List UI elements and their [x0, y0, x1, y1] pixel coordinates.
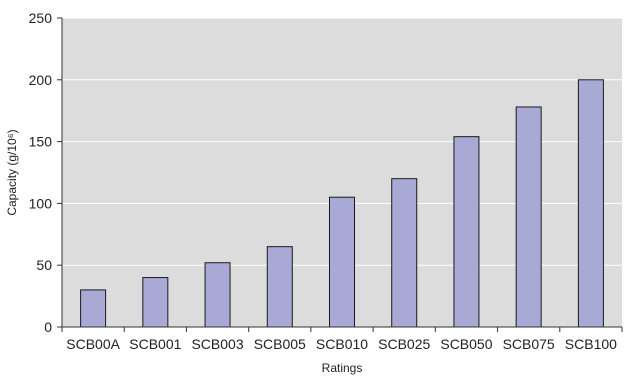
bar-scb050 [453, 136, 480, 328]
y-tick-label: 50 [36, 257, 52, 273]
x-tick-label: SCB005 [254, 336, 306, 352]
bar-scb010 [329, 196, 355, 328]
x-tick-label: SCB050 [440, 336, 492, 352]
x-tick-label: SCB100 [565, 336, 617, 352]
bar-scb100 [577, 79, 604, 328]
x-tick-label: SCB010 [316, 336, 368, 352]
x-tick-label: SCB075 [503, 336, 555, 352]
y-tick-label: 100 [29, 195, 53, 211]
y-tick-label: 250 [29, 10, 53, 26]
bar-scb001 [142, 277, 169, 328]
y-axis-title: Capacity (g/10⁶) [5, 129, 19, 215]
bar-scb005 [266, 246, 293, 328]
bars [80, 79, 604, 328]
y-tick-label: 150 [29, 134, 53, 150]
y-tick-label: 0 [44, 319, 52, 335]
bar-scb00a [80, 289, 107, 328]
x-tick-label: SCB001 [129, 336, 181, 352]
x-axis-title: Ratings [322, 361, 363, 375]
y-tick-labels: 0 50 100 150 200 250 [29, 10, 53, 335]
x-tick-label: SCB00A [66, 336, 120, 352]
bar-scb075 [515, 106, 542, 328]
bar-scb025 [391, 178, 418, 328]
x-tick-label: SCB025 [378, 336, 430, 352]
x-tick-label: SCB003 [191, 336, 243, 352]
bar-scb003 [204, 262, 231, 328]
y-tick-label: 200 [29, 72, 53, 88]
axes [57, 17, 623, 332]
x-tick-labels: SCB00A SCB001 SCB003 SCB005 SCB010 SCB025 SCB0… [66, 336, 617, 352]
